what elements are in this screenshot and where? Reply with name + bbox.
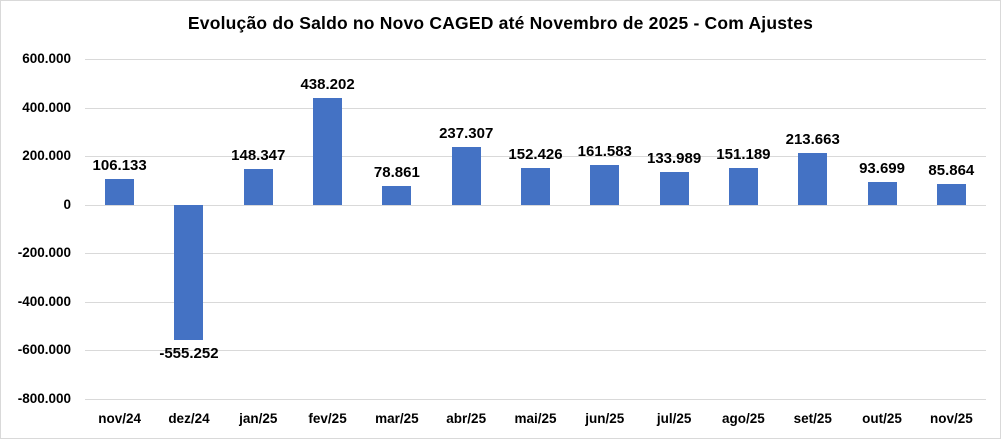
y-tick-label: -200.000 <box>17 245 71 261</box>
data-label-nov/24: 106.133 <box>92 156 147 174</box>
data-label-ago/25: 151.189 <box>716 145 771 163</box>
y-tick-label: 600.000 <box>22 51 71 66</box>
gridline <box>85 204 986 206</box>
data-label-abr/25: 237.307 <box>439 125 494 143</box>
data-label-set/25: 213.663 <box>785 130 840 148</box>
bar-jul/25 <box>659 172 689 205</box>
plot-area: 106.133 -555.252 148.347 438.202 78.861 237.3… <box>85 59 986 400</box>
data-label-fev/25: 438.202 <box>300 76 355 94</box>
bar-abr/25 <box>451 147 481 205</box>
bar-mar/25 <box>382 185 412 205</box>
bar-out/25 <box>867 181 897 205</box>
x-tick-label-mar/25: mar/25 <box>375 411 419 426</box>
x-tick-label-mai/25: mai/25 <box>514 411 557 426</box>
x-tick-label-nov/25: nov/25 <box>929 411 973 426</box>
data-label-mar/25: 78.861 <box>373 163 420 181</box>
x-tick-label-set/25: set/25 <box>793 411 832 426</box>
x-tick-label-out/25: out/25 <box>862 411 902 426</box>
data-label-out/25: 93.699 <box>859 159 905 177</box>
bar-mai/25 <box>521 167 550 205</box>
x-tick-label-fev/25: fev/25 <box>308 411 347 426</box>
gridline <box>85 59 986 60</box>
data-label-nov/25: 85.864 <box>928 161 975 179</box>
x-tick-label-ago/25: ago/25 <box>722 411 765 426</box>
x-tick-label-jul/25: jul/25 <box>656 411 692 426</box>
gridline <box>85 399 986 400</box>
y-tick-label: 0 <box>63 196 71 212</box>
data-label-jun/25: 161.583 <box>577 143 632 161</box>
bar-dez/24 <box>174 204 204 340</box>
data-label-jul/25: 133.989 <box>646 150 702 168</box>
gridline <box>85 301 986 303</box>
bar-ago/25 <box>728 167 758 205</box>
data-label-mai/25: 152.426 <box>508 145 563 163</box>
y-tick-label: -600.000 <box>17 342 71 358</box>
y-tick-label: 200.000 <box>22 148 71 164</box>
data-label-dez/24: -555.252 <box>159 344 219 362</box>
x-tick-label-jun/25: jun/25 <box>585 411 625 426</box>
bar-nov/24 <box>105 178 135 205</box>
bar-jun/25 <box>590 165 620 205</box>
bar-jan/25 <box>243 168 273 205</box>
data-label-jan/25: 148.347 <box>231 146 286 164</box>
bar-nov/25 <box>936 183 966 205</box>
gridline <box>85 156 986 158</box>
x-tick-label-dez/24: dez/24 <box>168 411 210 426</box>
x-tick-label-jan/25: jan/25 <box>239 411 278 426</box>
x-tick-label-nov/24: nov/24 <box>98 411 142 426</box>
gridline <box>85 107 986 109</box>
bar-fev/25 <box>313 98 343 205</box>
x-tick-label-abr/25: abr/25 <box>446 411 487 426</box>
gridline <box>85 253 986 255</box>
y-tick-label: 400.000 <box>22 99 71 115</box>
x-axis: nov/24 dez/24 jan/25 fev/25 mar/25 abr/25 mai/… <box>85 409 986 433</box>
bar-set/25 <box>798 152 828 205</box>
y-tick-label: -800.000 <box>17 391 71 406</box>
gridline <box>85 350 986 352</box>
chart-title: Evolução do Saldo no Novo CAGED até Nove… <box>187 13 814 33</box>
y-tick-label: -400.000 <box>17 293 71 309</box>
